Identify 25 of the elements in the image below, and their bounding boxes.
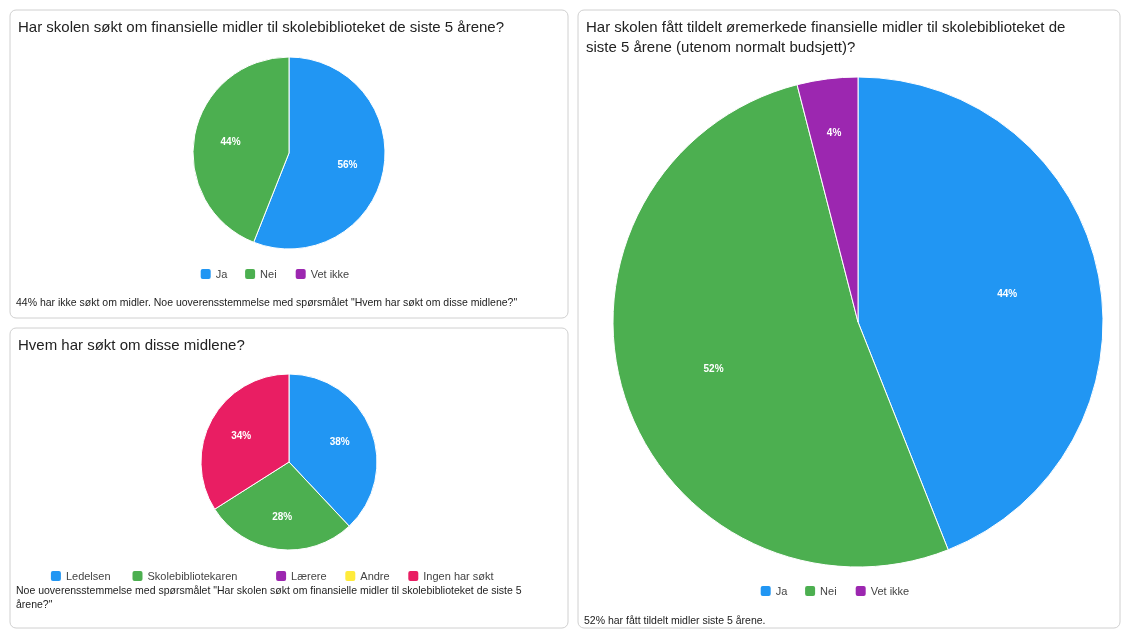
data-label: 34% [231, 430, 252, 442]
chart-title: Har skolen søkt om finansielle midler til skolebiblioteket de siste 5 årene? [18, 18, 505, 35]
legend-label: Nei [820, 584, 837, 597]
legend-label: Vet ikke [870, 584, 910, 597]
text: 44% har ikke søkt om midler. Noe uoverensstemmelse med spørsmålet "Hvem har søkt om disse midlene?" [16, 296, 518, 308]
legend-label: Lærere [291, 569, 327, 582]
legend-label: Nei [260, 267, 277, 280]
text: Noe uoverensstemmelse med spørsmålet "Har skolen søkt om finansielle midler til skolebiblioteket de siste 5 årene?" [16, 584, 522, 610]
data-label: 4% [826, 126, 842, 138]
data-label: 56% [337, 158, 358, 170]
legend-label: Ja [775, 584, 789, 597]
data-label: 44% [220, 136, 241, 148]
data-label: 38% [329, 436, 350, 448]
text: 52% har fått tildelt midler siste 5 årene. [584, 614, 766, 626]
data-label: 52% [703, 363, 724, 375]
data-label: 44% [997, 288, 1018, 300]
legend-label: Ingen har søkt [423, 569, 494, 582]
chart-title: Hvem har søkt om disse midlene? [18, 336, 245, 353]
legend-label: Ledelsen [65, 569, 111, 582]
legend-label: Skolebibliotekaren [147, 569, 238, 582]
chart-title: Har skolen fått tildelt øremerkede finansielle midler til skolebiblioteket de siste 5 årene (utenom normalt budsjett)? [586, 18, 1066, 55]
legend-label: Vet ikke [310, 267, 350, 280]
legend-label: Andre [360, 569, 390, 582]
data-label: 28% [272, 510, 293, 522]
legend-label: Ja [215, 267, 229, 280]
